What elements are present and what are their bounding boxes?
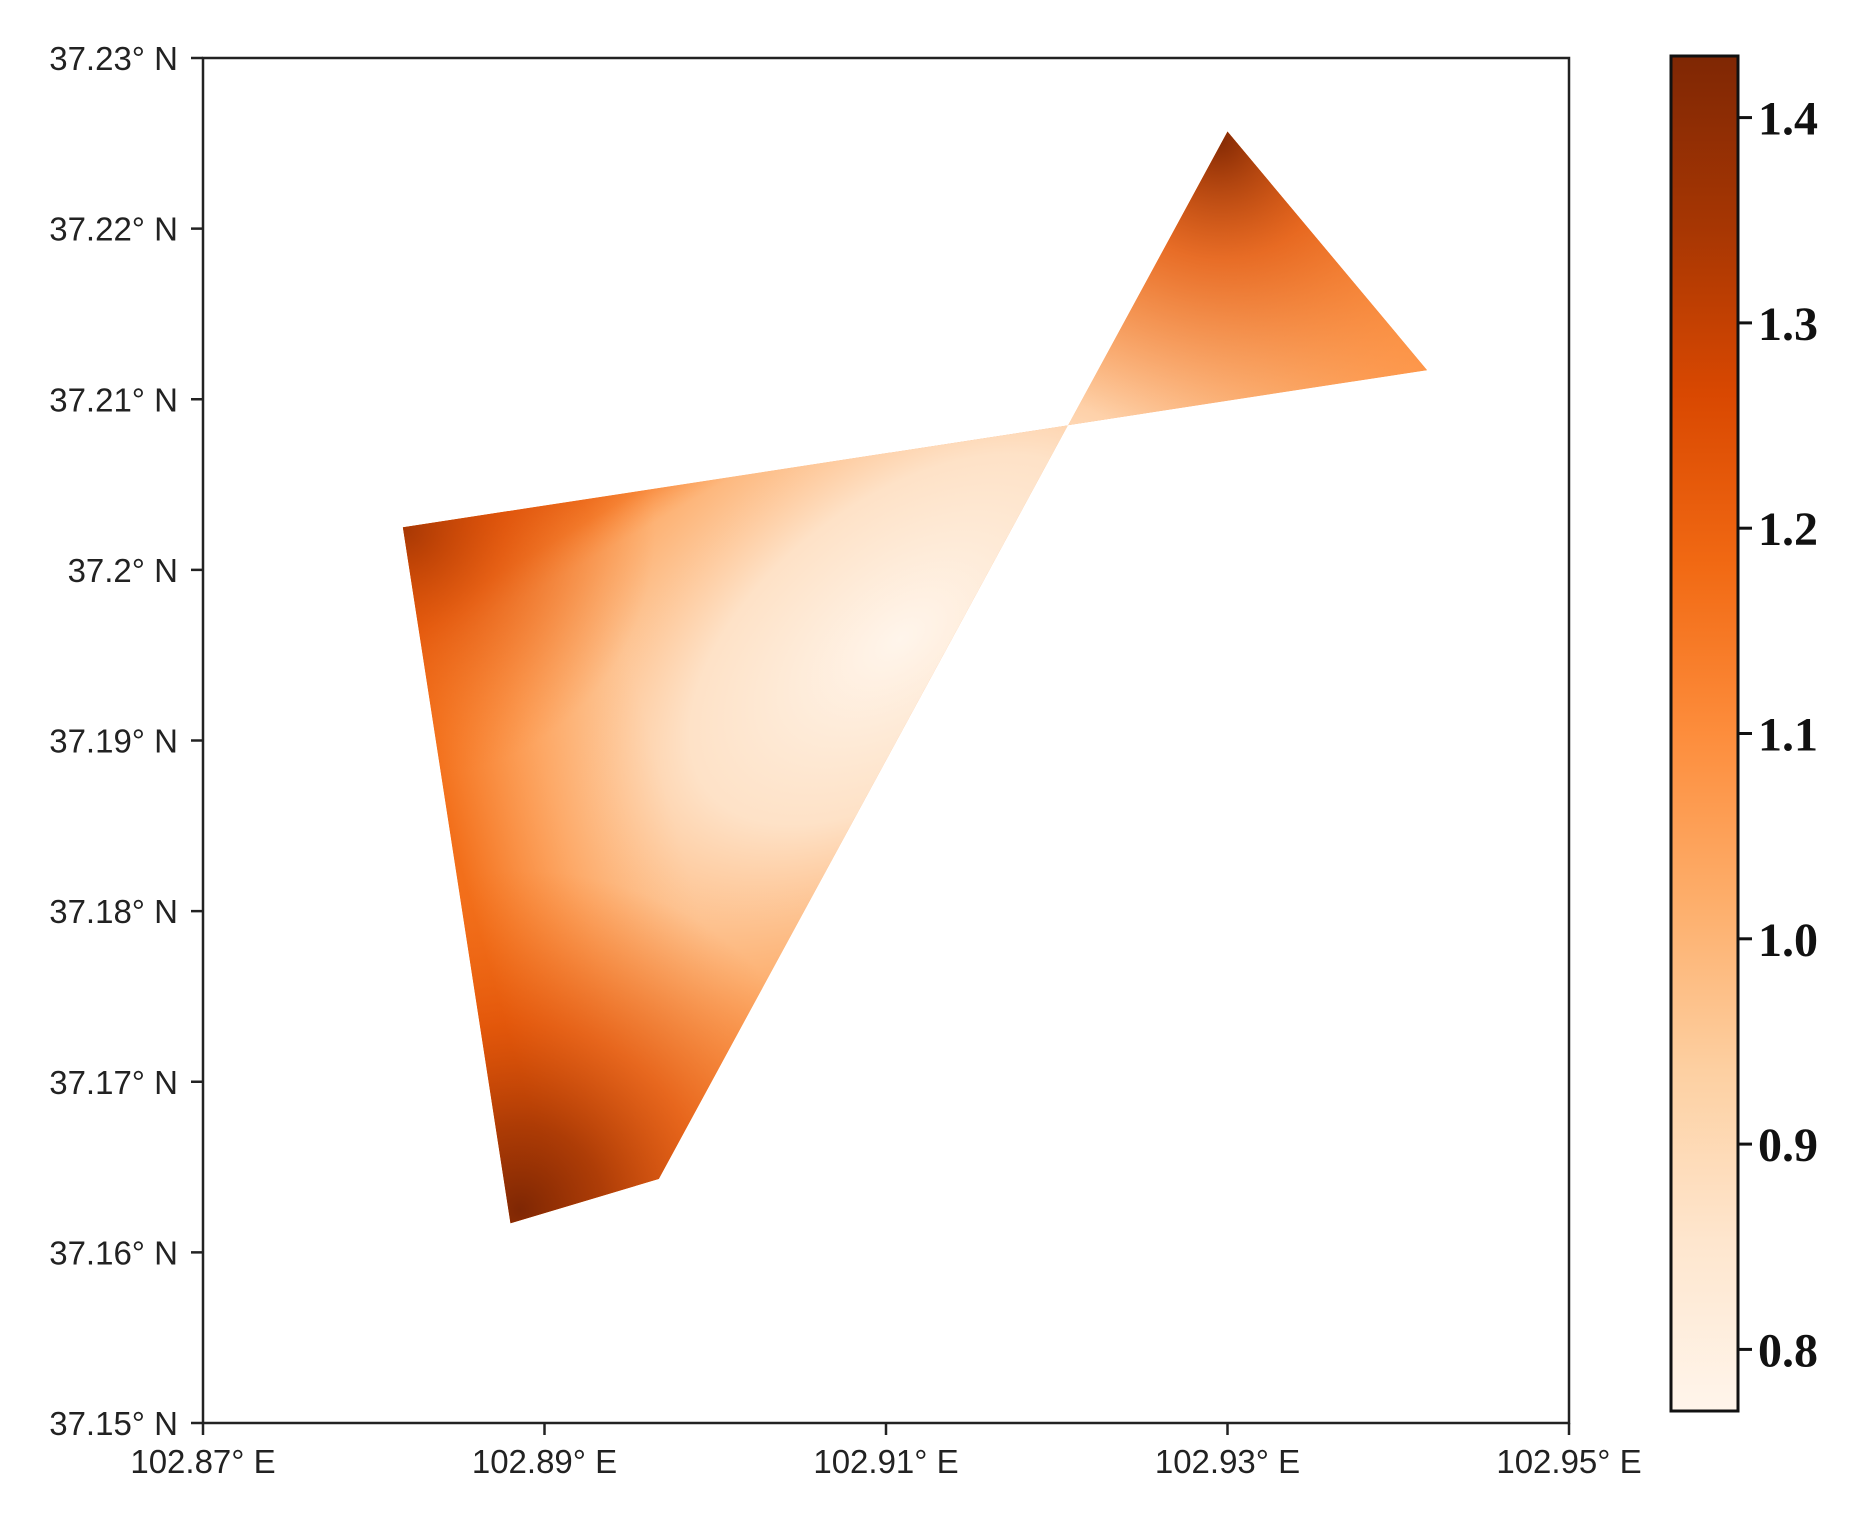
x-tick-label: 102.93° E: [1155, 1443, 1300, 1480]
colorbar-tick-label: 1.2: [1758, 503, 1818, 556]
x-tick-label: 102.91° E: [813, 1443, 958, 1480]
y-tick-label: 37.2° N: [68, 552, 178, 589]
x-tick-label: 102.87° E: [130, 1443, 275, 1480]
y-axis: 37.23° N 37.22° N 37.21° N 37.2° N 37.19° N 3…: [49, 40, 203, 1442]
y-tick-label: 37.22° N: [49, 211, 178, 248]
colorbar-tick-label: 1.0: [1758, 914, 1818, 967]
y-tick-label: 37.21° N: [49, 381, 178, 418]
x-tick-label: 102.95° E: [1496, 1443, 1641, 1480]
colorbar-tick-label: 1.3: [1758, 298, 1818, 351]
colorbar-tick-label: 0.8: [1758, 1324, 1818, 1377]
colorbar-tick-label: 0.9: [1758, 1119, 1818, 1172]
colorbar: [1669, 54, 1740, 1413]
y-tick-label: 37.15° N: [49, 1405, 178, 1442]
y-tick-label: 37.16° N: [49, 1234, 178, 1271]
y-tick-label: 37.23° N: [49, 40, 178, 77]
y-tick-label: 37.19° N: [49, 723, 178, 760]
x-tick-label: 102.89° E: [472, 1443, 617, 1480]
y-tick-label: 37.18° N: [49, 893, 178, 930]
y-tick-label: 37.17° N: [49, 1064, 178, 1101]
heatmap-region: [402, 131, 1428, 1224]
heatmap-left-tip-high: [402, 131, 1428, 1224]
colorbar-tick-label: 1.1: [1758, 709, 1818, 762]
colorbar-tick-label: 1.4: [1758, 93, 1818, 146]
colorbar-ticks: 1.4 1.3 1.2 1.1 1.0 0.9 0.8: [1738, 93, 1818, 1377]
x-axis: 102.87° E 102.89° E 102.91° E 102.93° E 102.…: [130, 1423, 1642, 1480]
